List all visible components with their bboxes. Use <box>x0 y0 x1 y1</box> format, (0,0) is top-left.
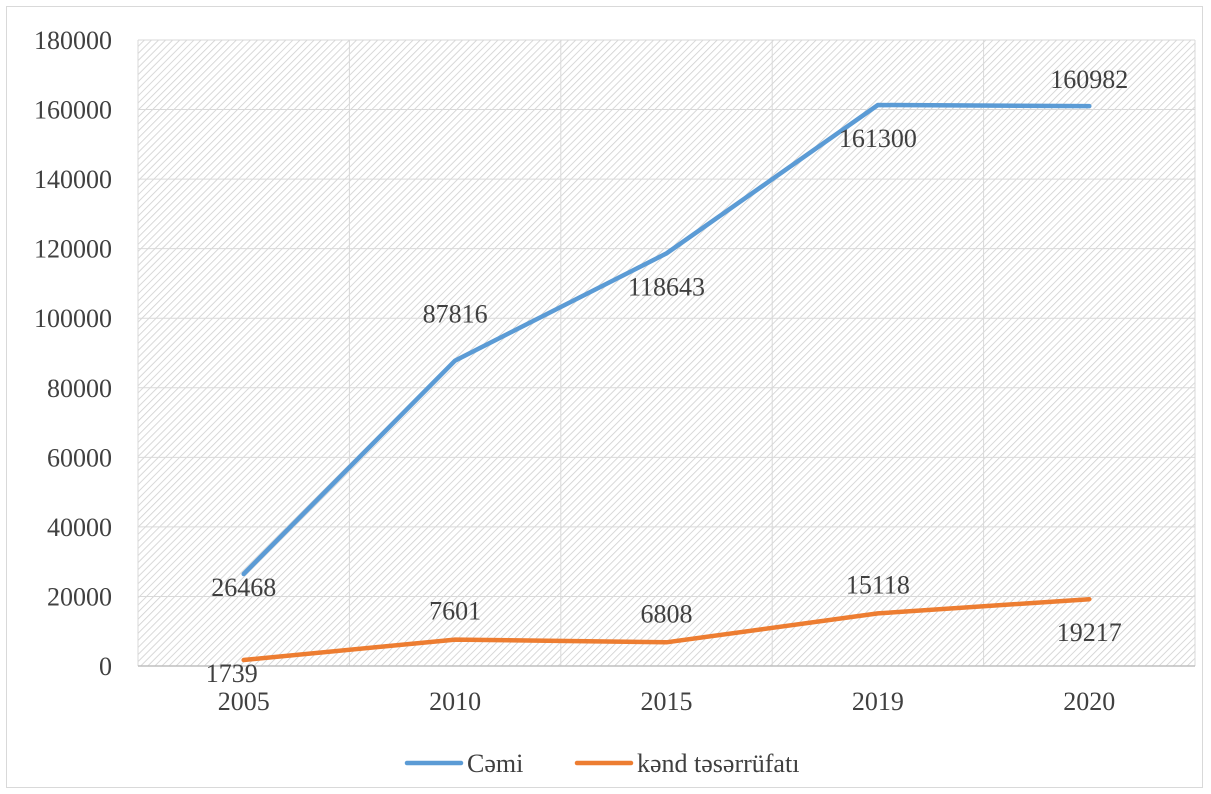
data-label: 26468 <box>211 573 276 602</box>
data-label: 15118 <box>846 570 910 599</box>
y-tick-label: 80000 <box>47 374 112 403</box>
x-tick-label: 2015 <box>641 687 693 716</box>
data-label: 160982 <box>1050 65 1128 94</box>
legend-label: kənd təsərrüfatı <box>637 749 799 778</box>
data-label: 87816 <box>423 300 488 329</box>
legend-label: Cəmi <box>467 749 523 778</box>
series-lines <box>241 102 1092 663</box>
y-tick-label: 60000 <box>47 443 112 472</box>
x-axis: 2005 2010 2015 2019 2020 <box>138 665 1195 716</box>
x-tick-label: 2005 <box>218 687 270 716</box>
y-tick-label: 40000 <box>47 513 112 542</box>
series-line <box>241 596 1092 663</box>
data-label: 161300 <box>839 124 917 153</box>
y-tick-label: 20000 <box>47 582 112 611</box>
data-label: 1739 <box>206 659 258 688</box>
plot-area <box>138 40 1195 666</box>
y-tick-label: 140000 <box>34 165 112 194</box>
y-tick-label: 0 <box>99 652 112 681</box>
y-tick-label: 180000 <box>34 26 112 55</box>
data-label: 6808 <box>641 599 693 628</box>
data-label: 19217 <box>1057 618 1122 647</box>
y-axis: 0 20000 40000 60000 80000 100000 120000 140000 1… <box>34 26 112 681</box>
y-tick-label: 100000 <box>34 304 112 333</box>
series-line <box>241 102 1092 577</box>
x-tick-label: 2020 <box>1063 687 1115 716</box>
data-label: 7601 <box>429 597 481 626</box>
x-tick-label: 2019 <box>852 687 904 716</box>
legend: Cəmi kənd təsərrüfatı <box>404 749 799 778</box>
y-tick-label: 160000 <box>34 96 112 125</box>
data-label: 118643 <box>628 272 705 301</box>
data-labels: 26468 87816 118643 161300 160982 1739 7601 6808… <box>206 65 1129 688</box>
y-tick-label: 120000 <box>34 235 112 264</box>
x-tick-label: 2010 <box>429 687 481 716</box>
